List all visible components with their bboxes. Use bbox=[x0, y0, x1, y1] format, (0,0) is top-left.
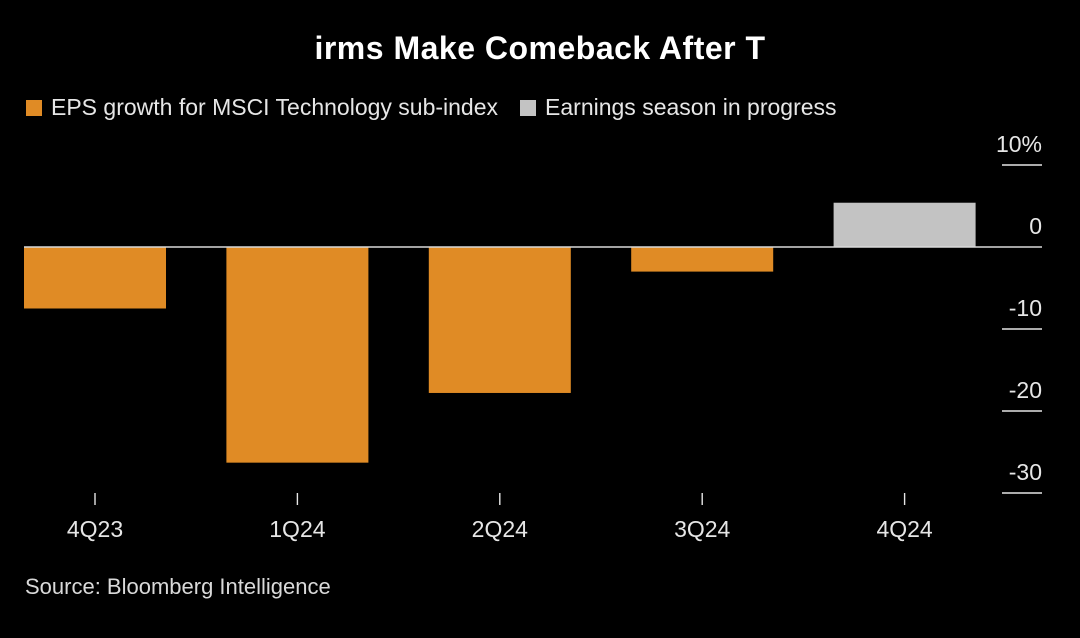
source-note: Source: Bloomberg Intelligence bbox=[25, 574, 331, 599]
x-tick-label-1q24: 1Q24 bbox=[269, 516, 325, 542]
chart-title: irms Make Comeback After T bbox=[314, 30, 766, 66]
bar-1q24 bbox=[226, 247, 369, 463]
legend-swatch-earnings-season bbox=[520, 99, 537, 116]
legend-label-eps-growth: EPS growth for MSCI Technology sub-index bbox=[51, 94, 499, 120]
y-tick-label-neg-20: -20 bbox=[1009, 377, 1042, 403]
y-tick-label-0: 0 bbox=[1029, 213, 1042, 239]
bar-4q23 bbox=[24, 247, 166, 309]
bars bbox=[24, 202, 976, 463]
x-tick-label-3q24: 3Q24 bbox=[674, 516, 730, 542]
y-tick-label-neg-10: -10 bbox=[1009, 295, 1042, 321]
x-tick-label-4q24: 4Q24 bbox=[876, 516, 932, 542]
legend: EPS growth for MSCI Technology sub-index… bbox=[26, 94, 859, 121]
y-tick-label-neg-30: -30 bbox=[1009, 459, 1042, 485]
y-axis: 10% 0 -10 -20 -30 bbox=[996, 131, 1042, 494]
y-tick-label-10: 10% bbox=[996, 131, 1042, 157]
x-axis: 4Q23 1Q24 2Q24 3Q24 4Q24 bbox=[67, 493, 933, 542]
bar-4q24-in-progress bbox=[833, 202, 976, 247]
bar-3q24 bbox=[631, 247, 774, 272]
legend-label-earnings-season: Earnings season in progress bbox=[545, 94, 837, 120]
legend-swatch-eps-growth bbox=[26, 99, 42, 116]
bar-2q24 bbox=[428, 247, 571, 393]
legend-item-earnings-season: Earnings season in progress bbox=[520, 94, 837, 121]
legend-item-eps-growth: EPS growth for MSCI Technology sub-index bbox=[26, 94, 498, 121]
x-tick-label-2q24: 2Q24 bbox=[472, 516, 528, 542]
x-tick-label-4q23: 4Q23 bbox=[67, 516, 123, 542]
